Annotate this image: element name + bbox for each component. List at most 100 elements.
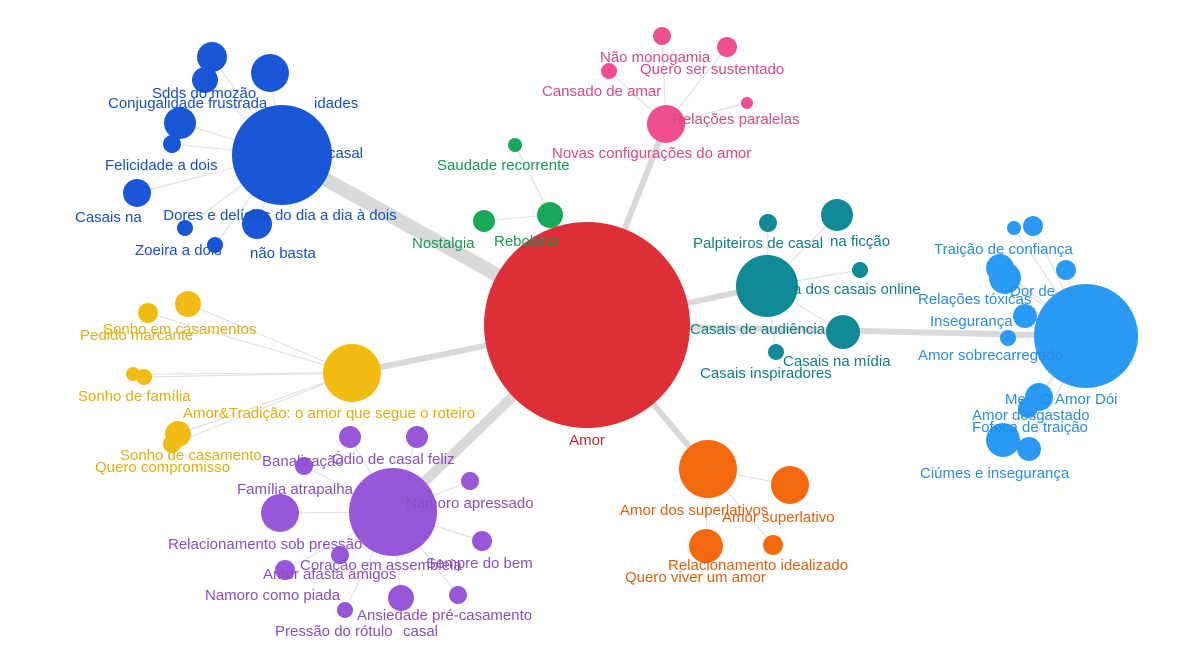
node-purple-4[interactable] xyxy=(261,494,299,532)
node-purple-8[interactable] xyxy=(388,585,414,611)
node-blue-4[interactable] xyxy=(163,135,181,153)
label-pink-0: Não monogamia xyxy=(600,49,711,66)
label-pink-2: Cansado de amar xyxy=(542,83,661,100)
labels-layer: Amor Dores e delícias do dia a dia à dois… xyxy=(75,49,1118,640)
node-lightblue-8[interactable] xyxy=(1018,398,1038,418)
label-green-2: Nostalgia xyxy=(412,235,475,252)
label-purple-5: Sempre do bem xyxy=(426,555,533,572)
label-lightblue-6: Amor desgastado xyxy=(972,407,1090,424)
node-lightblue-3[interactable] xyxy=(989,262,1021,294)
node-orange-1[interactable] xyxy=(689,529,723,563)
node-purple-2[interactable] xyxy=(295,457,313,475)
label-blue-4: Zoeira a dois xyxy=(135,242,222,259)
label-purple-4: Relacionamento sob pressão xyxy=(168,536,362,553)
label-hub-lightblue: O Amor Dói xyxy=(1040,391,1118,408)
node-purple-1[interactable] xyxy=(406,426,428,448)
edge-yellow-0 xyxy=(187,303,353,374)
node-yellow-0[interactable] xyxy=(175,291,201,317)
node-hub-orange[interactable] xyxy=(679,440,737,498)
node-purple-6[interactable] xyxy=(331,546,349,564)
label-hub-orange: Amor dos superlativos xyxy=(620,502,768,519)
node-blue-8[interactable] xyxy=(207,237,223,253)
label-blue-3: Casais na xyxy=(75,209,142,226)
label-purple-6: Amor afasta amigos xyxy=(263,566,396,583)
node-purple-7[interactable] xyxy=(275,560,295,580)
node-blue-7[interactable] xyxy=(242,209,272,239)
label-lightblue-1: Relações tóxicas xyxy=(918,291,1031,308)
label-green-1: Rebobina xyxy=(494,233,559,250)
node-purple-10[interactable] xyxy=(337,602,353,618)
node-hub-teal[interactable] xyxy=(736,255,798,317)
node-teal-0[interactable] xyxy=(759,214,777,232)
label-purple-0: Banalização xyxy=(262,453,344,470)
label-yellow-3: Sonho de casamento xyxy=(120,447,262,464)
node-lightblue-1[interactable] xyxy=(1023,216,1043,236)
node-blue-6[interactable] xyxy=(177,220,193,236)
label-hub-blue: Dores e delícias do dia a dia à dois xyxy=(163,207,396,224)
label-pink-3: Relações paralelas xyxy=(672,111,800,128)
node-lightblue-9[interactable] xyxy=(986,423,1020,457)
node-orange-2[interactable] xyxy=(763,535,783,555)
node-purple-5[interactable] xyxy=(472,531,492,551)
node-hub-lightblue[interactable] xyxy=(1034,284,1138,388)
node-lightblue-6[interactable] xyxy=(1000,330,1016,346)
node-yellow-1[interactable] xyxy=(138,303,158,323)
label-green-0: Saudade recorrente xyxy=(437,157,570,174)
node-hub-green[interactable] xyxy=(537,202,563,228)
node-teal-2[interactable] xyxy=(852,262,868,278)
label-teal-0: Palpiteiros de casal xyxy=(693,235,823,252)
node-blue-1[interactable] xyxy=(251,54,289,92)
node-green-1[interactable] xyxy=(473,210,495,232)
label-teal-3: Casais na mídia xyxy=(783,353,891,370)
node-purple-3[interactable] xyxy=(461,472,479,490)
node-pink-0[interactable] xyxy=(653,27,671,45)
label-hub-purple: Coração em assembleia xyxy=(300,557,462,574)
node-hub-purple[interactable] xyxy=(349,468,437,556)
label-orange-2: Quero viver um amor xyxy=(625,569,766,586)
node-hub-yellow[interactable] xyxy=(323,344,381,402)
node-teal-4[interactable] xyxy=(768,344,784,360)
node-pink-2[interactable] xyxy=(601,63,617,79)
label-purple-2: Família atrapalha xyxy=(237,481,354,498)
label-blue-6: casal xyxy=(328,145,363,162)
node-blue-0[interactable] xyxy=(197,42,227,72)
node-hub-blue[interactable] xyxy=(232,105,332,205)
label-purple-8: Ansiedade pré-casamento xyxy=(357,607,532,624)
node-lightblue-4[interactable] xyxy=(1056,260,1076,280)
label-lightblue-4: Amor sobrecarregado xyxy=(918,347,1063,364)
label-purple-7: Namoro como piada xyxy=(205,587,341,604)
label-yellow-1: Pedido marcante xyxy=(80,327,193,344)
node-pink-3[interactable] xyxy=(741,97,753,109)
edge-yellow-4 xyxy=(177,372,353,435)
node-lightblue-0[interactable] xyxy=(1007,221,1021,235)
node-green-0[interactable] xyxy=(508,138,522,152)
label-lightblue-0: Traição de confiança xyxy=(934,241,1073,258)
edge-yellow-1 xyxy=(147,312,353,374)
node-hub-pink[interactable] xyxy=(647,105,685,143)
node-pink-1[interactable] xyxy=(717,37,737,57)
label-hub-pink: Novas configurações do amor xyxy=(552,145,751,162)
edge-yellow-3 xyxy=(143,372,353,378)
node-blue-5[interactable] xyxy=(123,179,151,207)
node-yellow-3[interactable] xyxy=(136,369,152,385)
label-yellow-4: Quero compromisso xyxy=(95,459,230,476)
node-lightblue-10[interactable] xyxy=(1017,437,1041,461)
label-purple-10: casal xyxy=(403,623,438,640)
node-blue-2[interactable] xyxy=(192,67,218,93)
label-teal-4: Casais inspiradores xyxy=(700,365,832,382)
node-lightblue-5[interactable] xyxy=(1013,304,1037,328)
node-blue-3[interactable] xyxy=(164,107,196,139)
label-teal-2: a dos casais online xyxy=(793,281,921,298)
node-teal-3[interactable] xyxy=(826,315,860,349)
label-lightblue-8: Ciúmes e insegurança xyxy=(920,465,1070,482)
node-center[interactable] xyxy=(484,222,690,428)
node-purple-0[interactable] xyxy=(339,426,361,448)
label-lightblue-7: Fofoca de traição xyxy=(972,419,1088,436)
node-purple-9[interactable] xyxy=(449,586,467,604)
node-orange-0[interactable] xyxy=(771,466,809,504)
node-teal-1[interactable] xyxy=(821,199,853,231)
node-yellow-5[interactable] xyxy=(163,435,181,453)
label-blue-1: Conjugalidade frustrada xyxy=(108,95,268,112)
label-pink-1: Quero ser sustentado xyxy=(640,61,784,78)
